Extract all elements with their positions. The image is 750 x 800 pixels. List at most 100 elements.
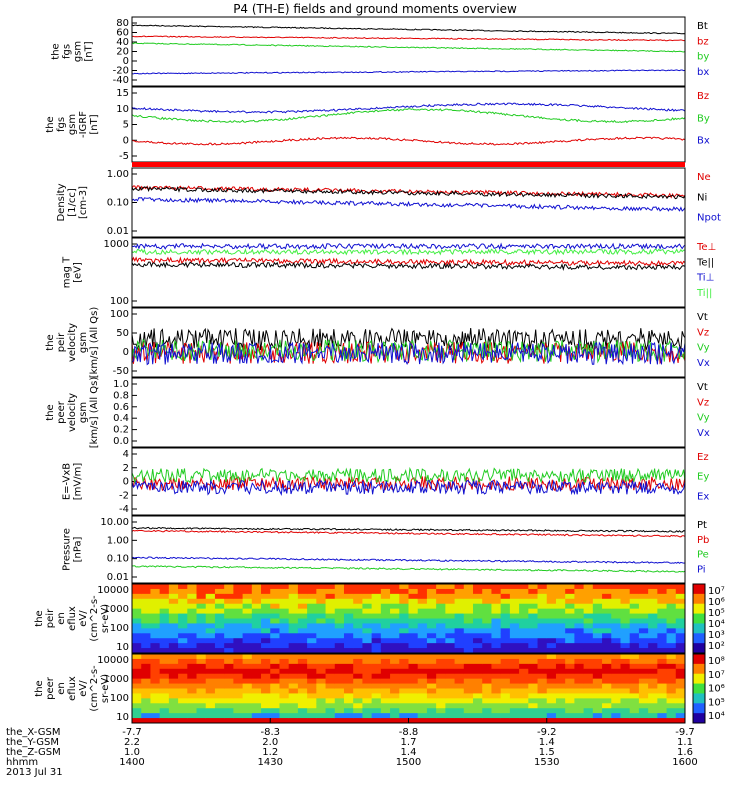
- heatmap-cell: [473, 703, 483, 709]
- heatmap-cell: [436, 688, 446, 694]
- heatmap-cell: [178, 698, 188, 704]
- heatmap-cell: [408, 584, 419, 590]
- heatmap-cell: [537, 588, 548, 595]
- heatmap-cell: [316, 648, 327, 654]
- legend-bx: bx: [697, 67, 709, 78]
- heatmap-cell: [602, 584, 612, 590]
- heatmap-cell: [270, 633, 280, 639]
- heatmap-cell: [657, 588, 668, 595]
- heatmap-cell: [371, 668, 382, 675]
- heatmap-cell: [362, 623, 373, 629]
- heatmap-cell: [196, 603, 207, 610]
- heatmap-cell: [500, 718, 511, 724]
- heatmap-cell: [353, 633, 363, 639]
- heatmap-cell: [528, 613, 539, 619]
- heatmap-cell: [362, 678, 373, 685]
- heatmap-cell: [436, 618, 446, 624]
- heatmap-cell: [555, 613, 566, 619]
- heatmap-cell: [334, 613, 345, 619]
- y-tick-label: 20: [116, 47, 129, 58]
- heatmap-cell: [666, 584, 677, 590]
- heatmap-cell: [251, 688, 262, 694]
- heatmap-cell: [648, 613, 658, 619]
- heatmap-cell: [196, 703, 207, 709]
- heatmap-cell: [592, 683, 603, 689]
- heatmap-cell: [288, 633, 299, 639]
- heatmap-cell: [279, 608, 290, 615]
- heatmap-cell: [205, 633, 216, 639]
- heatmap-cell: [159, 693, 170, 699]
- heatmap-cell: [638, 618, 649, 624]
- heatmap-cell: [380, 678, 391, 685]
- heatmap-cell: [132, 688, 142, 694]
- heatmap-cell: [509, 654, 520, 660]
- heatmap-cell: [602, 654, 612, 660]
- heatmap-cell: [168, 643, 179, 649]
- heatmap-cell: [611, 673, 621, 680]
- heatmap-cell: [602, 633, 612, 639]
- heatmap-cell: [408, 698, 419, 704]
- heatmap-cell: [141, 673, 151, 680]
- heatmap-cell: [629, 598, 640, 605]
- heatmap-cell: [288, 588, 299, 595]
- heatmap-cell: [509, 598, 520, 605]
- heatmap-cell: [620, 683, 631, 689]
- heatmap-cell: [362, 663, 373, 670]
- heatmap-cell: [426, 603, 437, 610]
- heatmap-cell: [233, 718, 244, 724]
- heatmap-cell: [325, 663, 336, 670]
- heatmap-cell: [343, 643, 354, 649]
- heatmap-cell: [307, 668, 317, 675]
- heatmap-cell: [473, 673, 483, 680]
- heatmap-cell: [408, 648, 419, 654]
- heatmap-cell: [362, 648, 373, 654]
- colorbar-tick-label: 10⁵: [708, 697, 725, 708]
- legend-By: By: [697, 113, 710, 124]
- heatmap-cell: [629, 633, 640, 639]
- heatmap-cell: [178, 623, 188, 629]
- heatmap-cell: [362, 688, 373, 694]
- y-tick-label: 1000: [104, 239, 129, 250]
- heatmap-cell: [482, 608, 492, 615]
- heatmap-cell: [316, 678, 327, 685]
- heatmap-cell: [307, 688, 317, 694]
- heatmap-cell: [279, 683, 290, 689]
- heatmap-cell: [334, 593, 345, 600]
- heatmap-cell: [491, 654, 502, 660]
- heatmap-cell: [638, 613, 649, 619]
- panel-10: thepeerenefluxeV/(cm^2-s-sr-eV): [34, 653, 706, 724]
- heatmap-cell: [565, 678, 575, 685]
- heatmap-cell: [279, 584, 290, 590]
- x-tick-label: 2.0: [262, 737, 278, 748]
- y-tick-label: 1.00: [107, 169, 129, 180]
- ylabel-line: fgs: [56, 117, 67, 132]
- colorbar-segment: [693, 593, 705, 605]
- x-tick-label: 1.0: [124, 747, 140, 758]
- heatmap-cell: [519, 668, 529, 675]
- heatmap-cell: [270, 693, 280, 699]
- heatmap-cell: [261, 628, 271, 634]
- y-tick-label: 10: [116, 104, 129, 115]
- heatmap-cell: [159, 703, 170, 709]
- heatmap-cell: [629, 713, 640, 719]
- legend-Bx: Bx: [697, 136, 710, 147]
- legend-Ni: Ni: [697, 192, 707, 203]
- heatmap-cell: [178, 618, 188, 624]
- heatmap-cell: [242, 658, 253, 665]
- heatmap-cell: [408, 623, 419, 629]
- heatmap-cell: [297, 693, 308, 699]
- heatmap-cell: [546, 713, 557, 719]
- heatmap-cell: [150, 678, 161, 685]
- heatmap-cell: [390, 703, 400, 709]
- heatmap-cell: [150, 683, 161, 689]
- heatmap-cell: [371, 633, 382, 639]
- heatmap-cell: [343, 638, 354, 644]
- heatmap-cell: [270, 668, 280, 675]
- heatmap-cell: [187, 608, 198, 615]
- heatmap-cell: [500, 618, 511, 624]
- heatmap-cell: [205, 718, 216, 724]
- heatmap-cell: [371, 713, 382, 719]
- heatmap-cell: [445, 698, 456, 704]
- y-tick-label: 100: [110, 296, 129, 307]
